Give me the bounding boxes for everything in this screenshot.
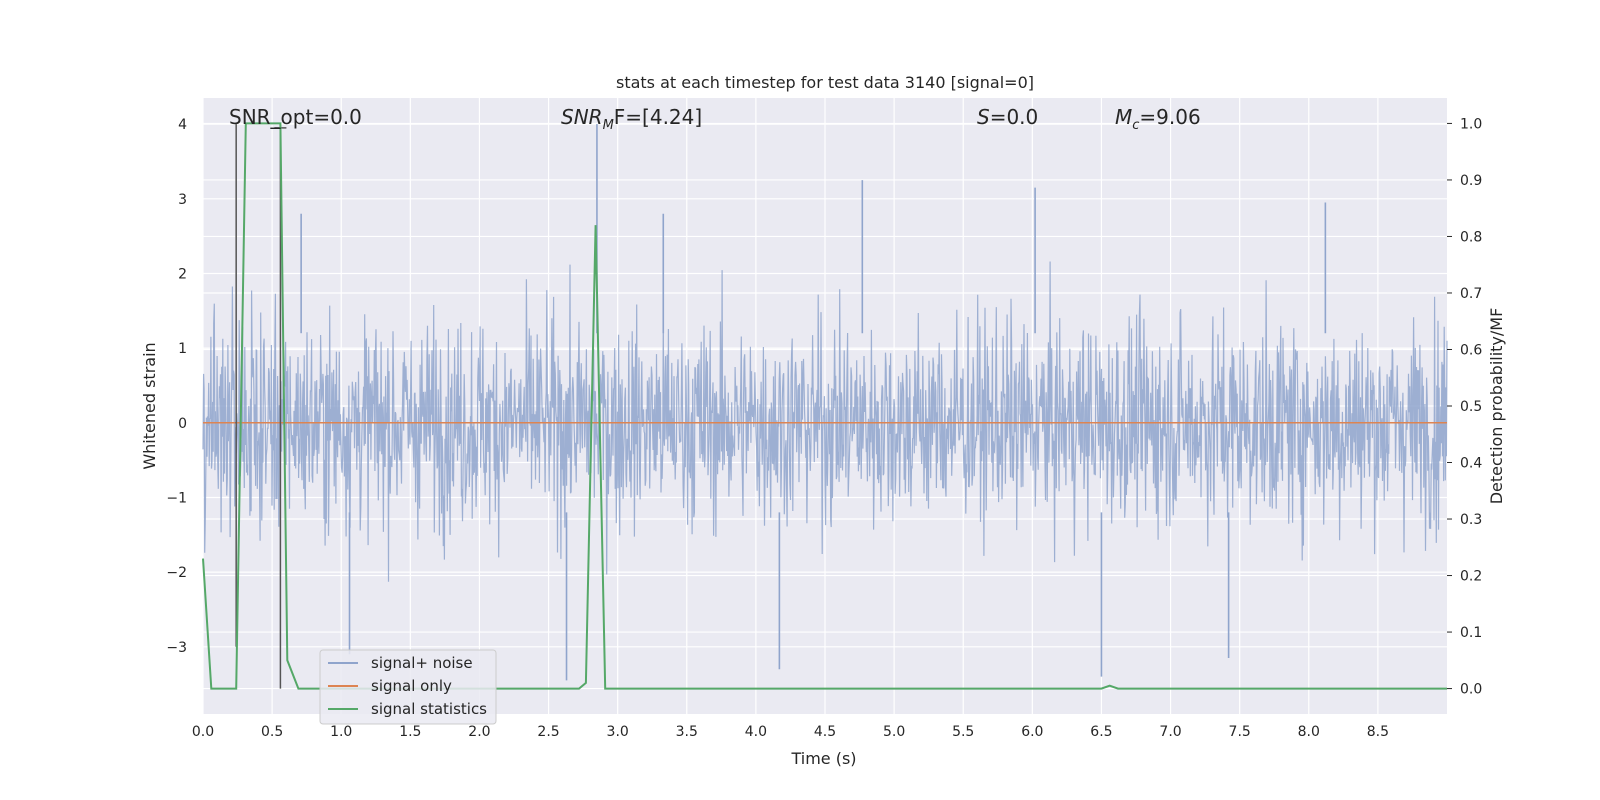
y-tick-label-right: 0.3 xyxy=(1460,512,1482,528)
legend-label-signal-noise: signal+ noise xyxy=(371,654,473,672)
x-tick-label: 8.0 xyxy=(1298,724,1320,740)
chart-title: stats at each timestep for test data 314… xyxy=(616,73,1034,92)
x-tick-label: 0.5 xyxy=(261,724,283,740)
y-tick-label-left: −2 xyxy=(166,565,187,581)
x-tick-label: 4.0 xyxy=(745,724,767,740)
y-tick-label-right: 0.0 xyxy=(1460,682,1482,698)
y-axis-label-right: Detection probability/MF xyxy=(1487,308,1506,505)
x-tick-label: 0.0 xyxy=(192,724,214,740)
y-tick-label-right: 0.6 xyxy=(1460,342,1482,358)
x-tick-label: 5.0 xyxy=(883,724,905,740)
x-tick-label: 6.0 xyxy=(1021,724,1043,740)
legend-box xyxy=(319,649,497,725)
signal-noise-line xyxy=(202,261,1448,582)
annotation-snr-mf-main: SNR xyxy=(561,105,603,129)
annotation-snr-mf-sub: M xyxy=(603,118,614,133)
x-tick-label: 2.5 xyxy=(537,724,559,740)
y-tick-label-right: 0.7 xyxy=(1460,286,1482,302)
y-tick-label-left: 1 xyxy=(178,341,187,357)
x-tick-label: 3.5 xyxy=(676,724,698,740)
annotation-mc-main: M xyxy=(1115,105,1132,129)
x-tick-label: 4.5 xyxy=(814,724,836,740)
y-tick-label-left: −1 xyxy=(166,490,187,506)
annotation-mc-tail: =9.06 xyxy=(1139,105,1200,129)
x-tick-label: 7.0 xyxy=(1159,724,1181,740)
axis-ticks: 0.0 0.5 1.0 1.5 2.0 2.5 3.0 3.5 4.0 4.5 5.0 5.5 6.0 6… xyxy=(166,116,1482,740)
y-tick-label-right: 0.2 xyxy=(1460,569,1482,585)
x-tick-label: 1.0 xyxy=(330,724,352,740)
x-tick-label: 2.0 xyxy=(468,724,490,740)
y-tick-label-left: −3 xyxy=(166,640,187,656)
x-tick-label: 8.5 xyxy=(1367,724,1389,740)
y-tick-label-right: 1.0 xyxy=(1460,116,1482,132)
y-tick-label-right: 0.9 xyxy=(1460,173,1482,189)
line-series xyxy=(202,122,1447,690)
legend-label-signal-only: signal only xyxy=(371,677,452,695)
y-tick-label-right: 0.5 xyxy=(1460,399,1482,415)
signal-statistics-line xyxy=(202,122,1447,690)
annotation-snr-mf-tail: F=[4.24] xyxy=(614,105,702,129)
annotation-s: S=0.0 xyxy=(977,105,1038,129)
legend-label-signal-statistics: signal statistics xyxy=(371,700,487,718)
annotation-s-tail: =0.0 xyxy=(990,105,1039,129)
annotation-mc-sub: c xyxy=(1132,118,1139,133)
x-tick-label: 6.5 xyxy=(1090,724,1112,740)
y-tick-label-right: 0.4 xyxy=(1460,456,1482,472)
annotation-snr-opt: SNR_opt=0.0 xyxy=(229,105,362,129)
x-tick-label: 1.5 xyxy=(399,724,421,740)
y-tick-label-right: 0.8 xyxy=(1460,229,1482,245)
legend: signal+ noise signal only signal statist… xyxy=(319,649,497,725)
y-tick-label-left: 4 xyxy=(178,117,187,133)
y-tick-label-left: 2 xyxy=(178,266,187,282)
x-tick-label: 7.5 xyxy=(1229,724,1251,740)
x-tick-label: 3.0 xyxy=(607,724,629,740)
annotation-s-main: S xyxy=(977,105,990,129)
x-axis-label: Time (s) xyxy=(790,749,856,768)
annotation-mc: Mc=9.06 xyxy=(1115,105,1201,133)
y-tick-label-left: 0 xyxy=(178,416,187,432)
y-tick-label-right: 0.1 xyxy=(1460,625,1482,641)
y-axis-label-left: Whitened strain xyxy=(140,342,159,469)
annotation-snr-mf: SNRMF=[4.24] xyxy=(561,105,702,133)
x-tick-label: 5.5 xyxy=(952,724,974,740)
y-tick-label-left: 3 xyxy=(178,192,187,208)
